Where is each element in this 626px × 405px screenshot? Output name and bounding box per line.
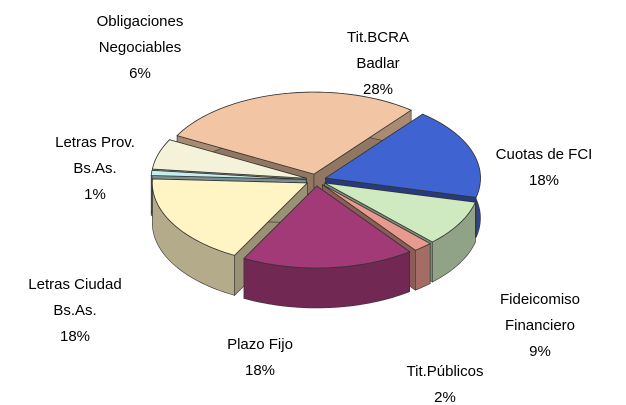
slice-value-label: 1% <box>84 186 106 203</box>
slice-top <box>243 185 411 269</box>
slice-top <box>324 182 476 243</box>
slice-top <box>322 184 432 251</box>
slice-label: Obligaciones <box>97 13 184 30</box>
slice-label: Fideicomiso <box>500 291 580 308</box>
slice <box>243 185 411 309</box>
slice-top <box>324 113 481 198</box>
slice-top <box>150 169 307 180</box>
slice-top <box>176 91 412 175</box>
slice-label: Letras Prov. <box>55 134 135 151</box>
slice-label: Plazo Fijo <box>227 336 293 353</box>
slice-value-label: 9% <box>529 343 551 360</box>
slice-value-label: 6% <box>129 65 151 82</box>
slice-value-label: 18% <box>60 328 90 345</box>
slice-value-label: 18% <box>529 172 559 189</box>
slice-label: Badlar <box>356 55 399 72</box>
slice-top <box>151 178 309 256</box>
slice-side <box>150 170 153 216</box>
slice-label: Negociables <box>99 39 182 56</box>
slice-label: Tit.Públicos <box>407 363 484 380</box>
slice-label: Tit.BCRA <box>347 29 409 46</box>
slice-side <box>415 243 431 291</box>
slice-label: Cuotas de FCI <box>496 146 593 163</box>
slice-label: Letras Ciudad <box>28 276 121 293</box>
slice-value-label: 28% <box>363 81 393 98</box>
slice-label: Bs.As. <box>53 302 96 319</box>
slice-label: Bs.As. <box>73 160 116 177</box>
slice-value-label: 2% <box>434 389 456 405</box>
slice-value-label: 18% <box>245 362 275 379</box>
slice-top <box>151 139 307 179</box>
slice-label: Financiero <box>505 317 575 334</box>
